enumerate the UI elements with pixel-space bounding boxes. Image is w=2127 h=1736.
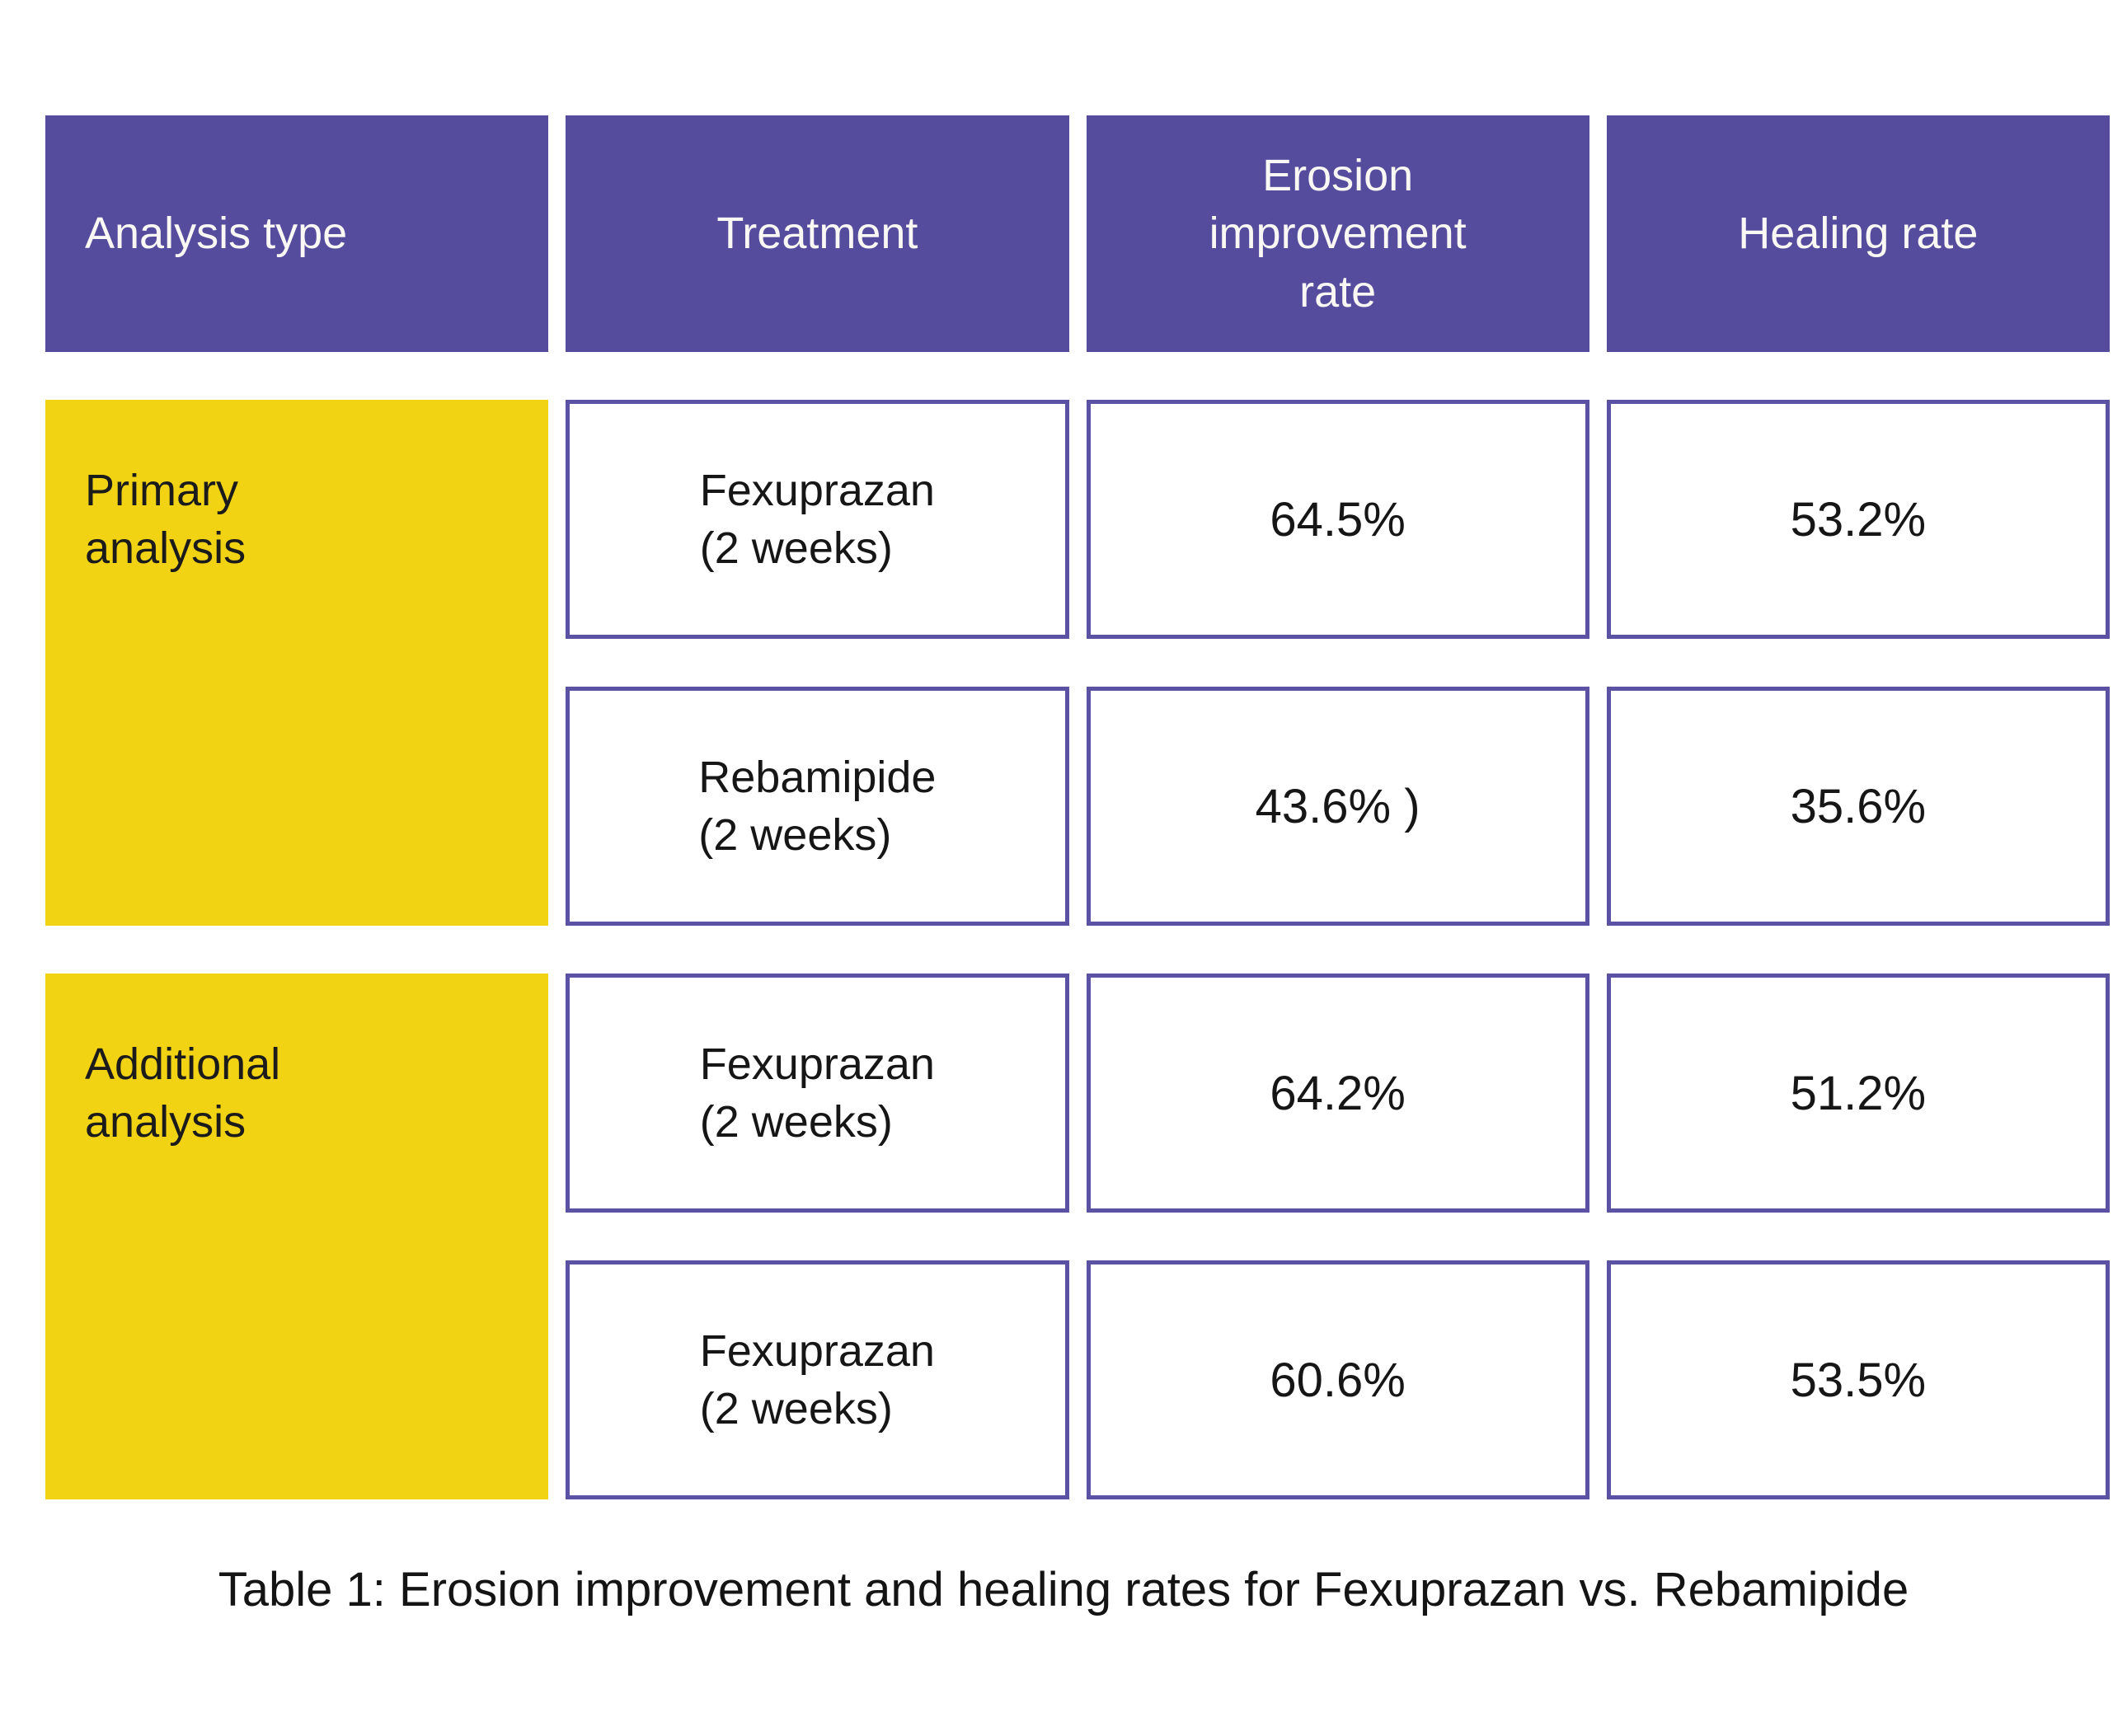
column-header-label: Erosion improvement rate xyxy=(1209,151,1467,317)
column-header-analysis-type: Analysis type xyxy=(45,115,549,352)
row-group-cell-additional-analysis: Additional analysis xyxy=(45,974,549,1499)
treatment-name: Fexuprazan xyxy=(699,1039,935,1089)
data-table: Analysis type Treatment Erosion improvem… xyxy=(45,115,2110,1499)
treatment-duration: (2 weeks) xyxy=(699,523,893,573)
erosion-rate-value: 43.6% ) xyxy=(1255,779,1420,833)
column-header-label: Healing rate xyxy=(1738,209,1979,259)
table-cell-treatment: Fexuprazan (2 weeks) xyxy=(566,974,1069,1213)
treatment-duration: (2 weeks) xyxy=(699,1097,893,1147)
treatment-name: Fexuprazan xyxy=(699,1325,935,1376)
table-cell-treatment: Fexuprazan (2 weeks) xyxy=(566,1260,1069,1499)
table-cell-healing-rate: 35.6% xyxy=(1606,687,2110,926)
table-cell-healing-rate: 51.2% xyxy=(1606,974,2110,1213)
treatment-text: Fexuprazan (2 weeks) xyxy=(700,1322,935,1438)
table-caption: Table 1: Erosion improvement and healing… xyxy=(218,1563,1909,1616)
healing-rate-value: 53.5% xyxy=(1790,1353,1927,1407)
healing-rate-value: 35.6% xyxy=(1790,779,1927,833)
table-cell-treatment: Fexuprazan (2 weeks) xyxy=(566,400,1069,639)
column-header-treatment: Treatment xyxy=(566,115,1069,352)
row-group-cell-primary-analysis: Primary analysis xyxy=(45,400,549,926)
erosion-rate-value: 60.6% xyxy=(1270,1353,1406,1407)
row-group-inner: Primary analysis xyxy=(45,400,548,639)
erosion-rate-value: 64.2% xyxy=(1270,1066,1406,1120)
treatment-duration: (2 weeks) xyxy=(698,810,892,860)
column-header-healing-rate: Healing rate xyxy=(1606,115,2110,352)
table-cell-erosion-rate: 43.6% ) xyxy=(1086,687,1589,926)
erosion-rate-value: 64.5% xyxy=(1270,492,1406,547)
table-cell-erosion-rate: 64.5% xyxy=(1086,400,1589,639)
table-cell-healing-rate: 53.2% xyxy=(1606,400,2110,639)
treatment-duration: (2 weeks) xyxy=(699,1384,893,1433)
row-group-label: Additional analysis xyxy=(85,1039,281,1147)
row-group-inner: Additional analysis xyxy=(45,974,548,1213)
row-group-label: Primary analysis xyxy=(85,465,247,573)
treatment-text: Fexuprazan (2 weeks) xyxy=(700,1035,935,1151)
table-cell-erosion-rate: 60.6% xyxy=(1086,1260,1589,1499)
table-cell-erosion-rate: 64.2% xyxy=(1086,974,1589,1213)
table-cell-healing-rate: 53.5% xyxy=(1606,1260,2110,1499)
treatment-text: Fexuprazan (2 weeks) xyxy=(700,462,935,577)
treatment-name: Fexuprazan xyxy=(699,465,935,515)
column-header-label: Treatment xyxy=(716,209,918,259)
column-header-label: Analysis type xyxy=(85,209,348,259)
treatment-text: Rebamipide (2 weeks) xyxy=(698,748,936,864)
healing-rate-value: 51.2% xyxy=(1790,1066,1927,1120)
healing-rate-value: 53.2% xyxy=(1790,492,1927,547)
column-header-erosion-improvement-rate: Erosion improvement rate xyxy=(1086,115,1589,352)
treatment-name: Rebamipide xyxy=(698,752,937,802)
table-cell-treatment: Rebamipide (2 weeks) xyxy=(566,687,1069,926)
